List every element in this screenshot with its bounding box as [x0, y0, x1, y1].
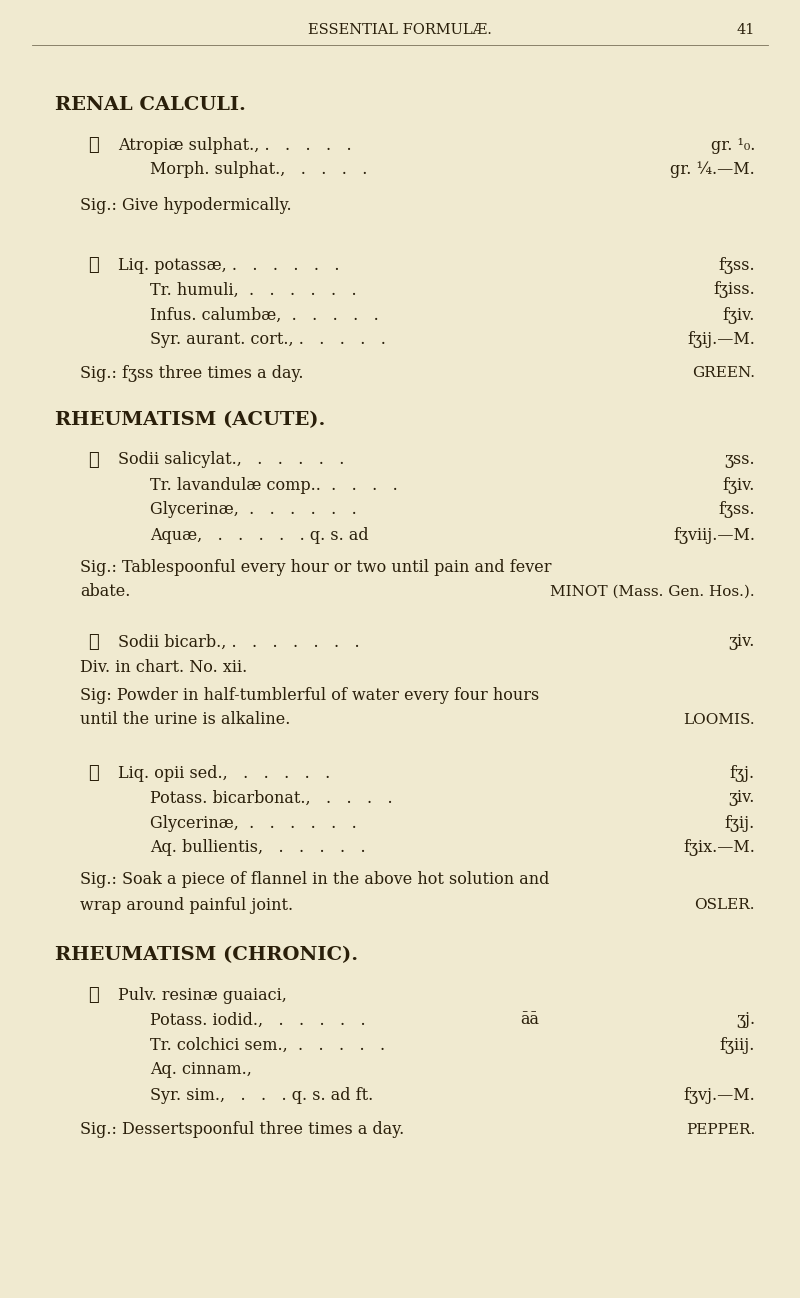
Text: OSLER.: OSLER. — [694, 898, 755, 912]
Text: RHEUMATISM (ACUTE).: RHEUMATISM (ACUTE). — [55, 411, 326, 430]
Text: fʒiv.: fʒiv. — [722, 306, 755, 323]
Text: Liq. potassæ, .   .   .   .   .   .: Liq. potassæ, . . . . . . — [118, 257, 339, 274]
Text: Tr. lavandulæ comp..  .   .   .   .: Tr. lavandulæ comp.. . . . . — [150, 476, 398, 493]
Text: Liq. opii sed.,   .   .   .   .   .: Liq. opii sed., . . . . . — [118, 765, 330, 781]
Text: fʒviij.—M.: fʒviij.—M. — [673, 527, 755, 544]
Text: Morph. sulphat.,   .   .   .   .: Morph. sulphat., . . . . — [150, 161, 367, 179]
Text: ʒss.: ʒss. — [724, 452, 755, 469]
Text: Sodii bicarb., .   .   .   .   .   .   .: Sodii bicarb., . . . . . . . — [118, 633, 360, 650]
Text: RENAL CALCULI.: RENAL CALCULI. — [55, 96, 246, 114]
Text: Aquæ,   .   .   .   .   . q. s. ad: Aquæ, . . . . . q. s. ad — [150, 527, 369, 544]
Text: wrap around painful joint.: wrap around painful joint. — [80, 897, 293, 914]
Text: fʒiss.: fʒiss. — [714, 282, 755, 299]
Text: ℞: ℞ — [88, 765, 98, 781]
Text: LOOMIS.: LOOMIS. — [683, 713, 755, 727]
Text: fʒix.—M.: fʒix.—M. — [683, 840, 755, 857]
Text: Atropiæ sulphat., .   .   .   .   .: Atropiæ sulphat., . . . . . — [118, 136, 352, 153]
Text: Aq. cinnam.,: Aq. cinnam., — [150, 1062, 252, 1079]
Text: ℞: ℞ — [88, 256, 98, 274]
Text: Glycerinæ,  .   .   .   .   .   .: Glycerinæ, . . . . . . — [150, 501, 357, 518]
Text: until the urine is alkaline.: until the urine is alkaline. — [80, 711, 290, 728]
Text: āā: āā — [521, 1011, 539, 1028]
Text: Syr. sim.,   .   .   . q. s. ad ft.: Syr. sim., . . . q. s. ad ft. — [150, 1086, 374, 1103]
Text: fʒij.: fʒij. — [725, 815, 755, 832]
Text: fʒss.: fʒss. — [718, 501, 755, 518]
Text: ʒiv.: ʒiv. — [729, 789, 755, 806]
Text: gr. ¹₀.: gr. ¹₀. — [710, 136, 755, 153]
Text: Potass. bicarbonat.,   .   .   .   .: Potass. bicarbonat., . . . . — [150, 789, 393, 806]
Text: Sig.: Give hypodermically.: Sig.: Give hypodermically. — [80, 196, 292, 213]
Text: gr. ¼.—M.: gr. ¼.—M. — [670, 161, 755, 179]
Text: Sig.: Tablespoonful every hour or two until pain and fever: Sig.: Tablespoonful every hour or two un… — [80, 559, 551, 576]
Text: fʒiij.: fʒiij. — [720, 1037, 755, 1054]
Text: fʒj.: fʒj. — [730, 765, 755, 781]
Text: Glycerinæ,  .   .   .   .   .   .: Glycerinæ, . . . . . . — [150, 815, 357, 832]
Text: RHEUMATISM (CHRONIC).: RHEUMATISM (CHRONIC). — [55, 946, 358, 964]
Text: ℞: ℞ — [88, 136, 98, 154]
Text: ʒj.: ʒj. — [736, 1011, 755, 1028]
Text: Aq. bullientis,   .   .   .   .   .: Aq. bullientis, . . . . . — [150, 840, 366, 857]
Text: Potass. iodid.,   .   .   .   .   .: Potass. iodid., . . . . . — [150, 1011, 366, 1028]
Text: Div. in chart. No. xii.: Div. in chart. No. xii. — [80, 658, 247, 675]
Text: Sig: Powder in half-tumblerful of water every four hours: Sig: Powder in half-tumblerful of water … — [80, 687, 539, 704]
Text: ℞: ℞ — [88, 450, 98, 469]
Text: 41: 41 — [737, 23, 755, 38]
Text: Sig.: fʒss three times a day.: Sig.: fʒss three times a day. — [80, 365, 303, 382]
Text: MINOT (Mass. Gen. Hos.).: MINOT (Mass. Gen. Hos.). — [550, 585, 755, 598]
Text: fʒss.: fʒss. — [718, 257, 755, 274]
Text: abate.: abate. — [80, 584, 130, 601]
Text: Tr. colchici sem.,  .   .   .   .   .: Tr. colchici sem., . . . . . — [150, 1037, 385, 1054]
Text: fʒiv.: fʒiv. — [722, 476, 755, 493]
Text: Sig.: Soak a piece of flannel in the above hot solution and: Sig.: Soak a piece of flannel in the abo… — [80, 871, 550, 889]
Text: Pulv. resinæ guaiaci,: Pulv. resinæ guaiaci, — [118, 986, 287, 1003]
Text: Syr. aurant. cort., .   .   .   .   .: Syr. aurant. cort., . . . . . — [150, 331, 386, 348]
Text: fʒij.—M.: fʒij.—M. — [687, 331, 755, 348]
Text: Infus. calumbæ,  .   .   .   .   .: Infus. calumbæ, . . . . . — [150, 306, 378, 323]
Text: GREEN.: GREEN. — [692, 366, 755, 380]
Text: Sig.: Dessertspoonful three times a day.: Sig.: Dessertspoonful three times a day. — [80, 1121, 404, 1138]
Text: ESSENTIAL FORMULÆ.: ESSENTIAL FORMULÆ. — [308, 23, 492, 38]
Text: ℞: ℞ — [88, 633, 98, 652]
Text: fʒvj.—M.: fʒvj.—M. — [683, 1086, 755, 1103]
Text: Sodii salicylat.,   .   .   .   .   .: Sodii salicylat., . . . . . — [118, 452, 344, 469]
Text: ℞: ℞ — [88, 986, 98, 1003]
Text: Tr. humuli,  .   .   .   .   .   .: Tr. humuli, . . . . . . — [150, 282, 357, 299]
Text: PEPPER.: PEPPER. — [686, 1123, 755, 1137]
Text: ʒiv.: ʒiv. — [729, 633, 755, 650]
